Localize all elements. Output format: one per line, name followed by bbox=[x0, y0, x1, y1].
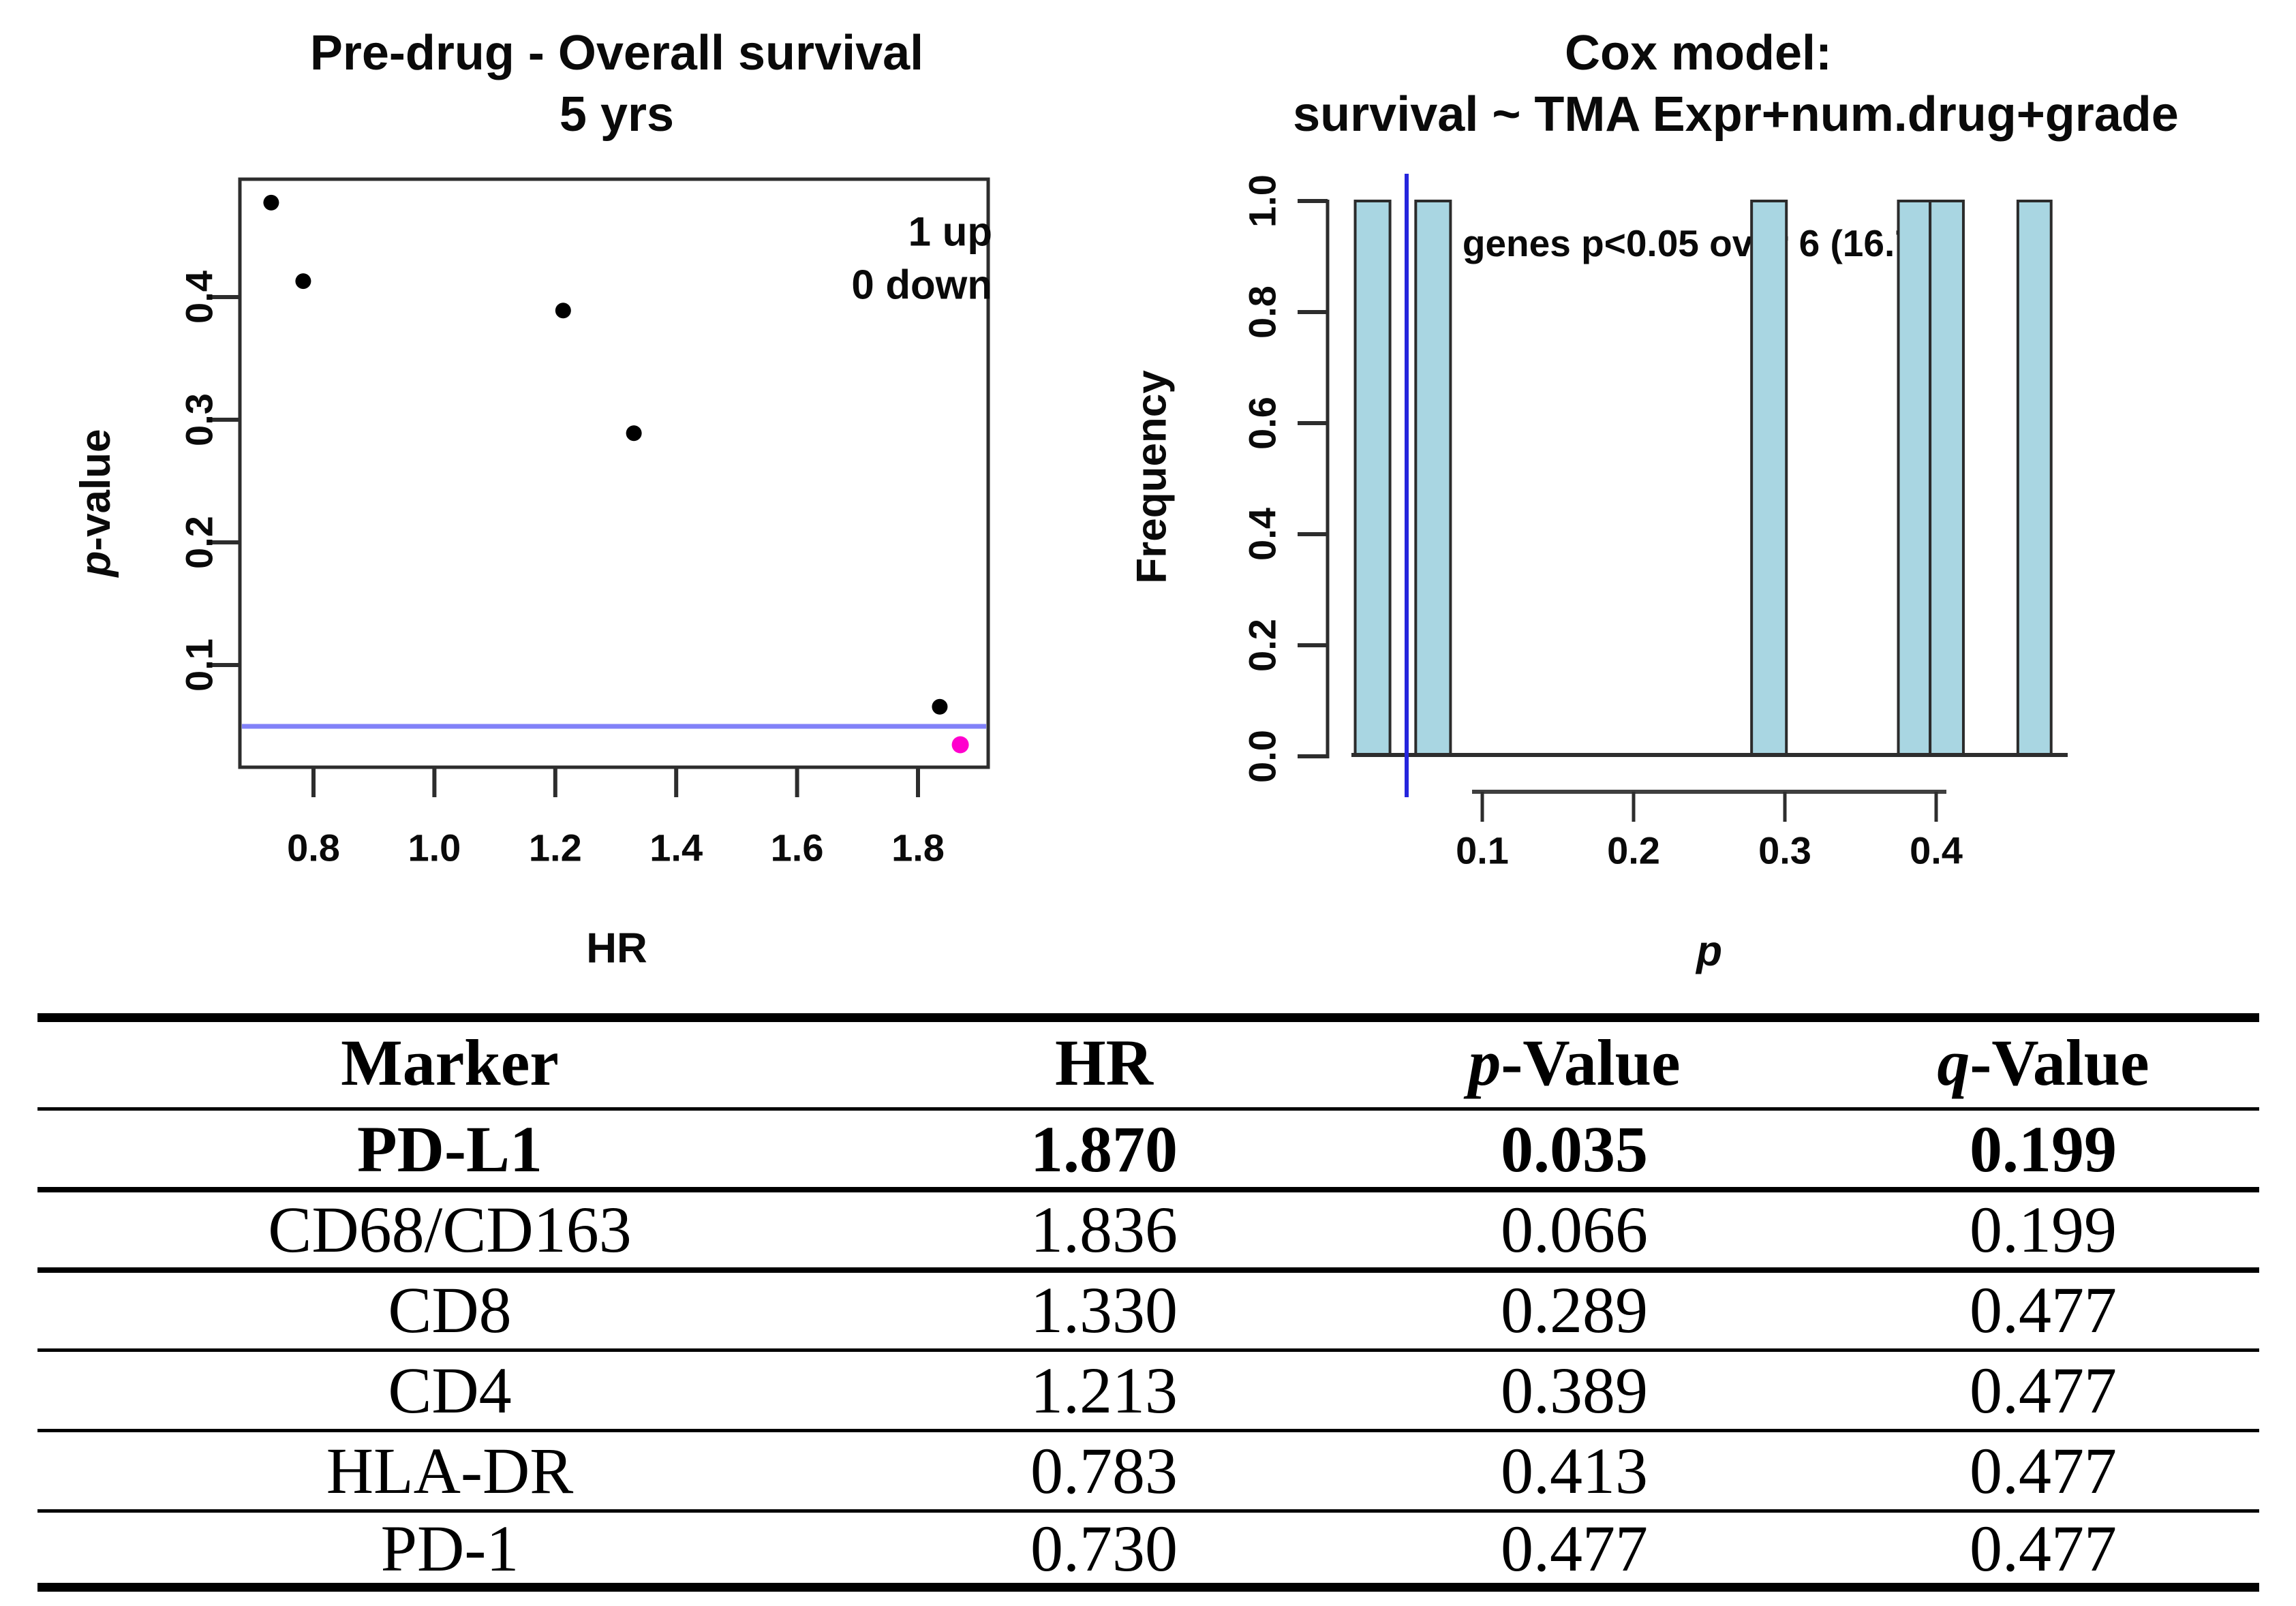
table-cell: 0.730 bbox=[1030, 1512, 1178, 1585]
scatter-ylabel-rest: -value bbox=[72, 429, 119, 551]
scatter-xtick-label: 0.8 bbox=[287, 827, 340, 869]
table-rule-1 bbox=[37, 1187, 2259, 1192]
table-rule-top bbox=[37, 1013, 2259, 1022]
scatter-ytick-label: 0.1 bbox=[178, 638, 221, 692]
table-header-hr: HR bbox=[852, 1025, 1356, 1100]
hist-ytick-label: 1.0 bbox=[1241, 174, 1284, 228]
scatter-annotation-down: 0 down bbox=[851, 262, 992, 308]
table-cell: 1.870 bbox=[1030, 1113, 1178, 1186]
hist-xtick-label: 0.3 bbox=[1758, 829, 1811, 872]
hist-ytick-label: 0.4 bbox=[1241, 508, 1284, 561]
scatter-ytick-label: 0.2 bbox=[178, 516, 221, 569]
histogram-bar bbox=[1897, 200, 1932, 756]
scatter-xtick-label: 1.8 bbox=[891, 827, 945, 869]
hist-ylabel: Frequency bbox=[1129, 370, 1176, 584]
hist-ytick-label: 0.6 bbox=[1241, 397, 1284, 450]
table-header-qvalue: q-Value bbox=[1791, 1025, 2295, 1100]
table-row: PD-L1 1.870 0.035 0.199 bbox=[0, 1112, 2296, 1187]
table-cell: PD-L1 bbox=[357, 1113, 542, 1186]
table-cell: CD4 bbox=[388, 1354, 512, 1427]
scatter-xtick-label: 1.0 bbox=[408, 827, 461, 869]
scatter-annotation-up: 1 up bbox=[908, 209, 992, 255]
histogram-bar bbox=[2016, 200, 2053, 756]
hist-xtick-label: 0.1 bbox=[1456, 829, 1509, 872]
table-rule-5 bbox=[37, 1509, 2259, 1513]
table-row: PD-1 0.730 0.477 0.477 bbox=[0, 1511, 2296, 1586]
plots-canvas: Pre-drug - Overall survival 5 yrs p-valu… bbox=[72, 26, 2179, 975]
table-row: CD8 1.330 0.289 0.477 bbox=[0, 1273, 2296, 1348]
table-cell: CD68/CD163 bbox=[268, 1193, 632, 1266]
table-cell: 0.477 bbox=[1970, 1273, 2117, 1346]
scatter-point bbox=[555, 303, 571, 319]
hist-xtick-label: 0.2 bbox=[1607, 829, 1660, 872]
scatter-point bbox=[626, 425, 642, 442]
scatter-point bbox=[295, 273, 311, 290]
table-cell: CD8 bbox=[388, 1273, 512, 1346]
scatter-point bbox=[932, 698, 948, 715]
scatter-ytick-label: 0.4 bbox=[178, 271, 221, 324]
table-header-marker: Marker bbox=[198, 1025, 702, 1100]
table-cell: 0.477 bbox=[1970, 1354, 2117, 1427]
table-cell: 0.477 bbox=[1970, 1434, 2117, 1507]
hist-dynamic-layer: 0.0 0.2 0.4 0.6 0.8 1.0 0.1 0.2 0.3 0.4 bbox=[1241, 174, 2068, 872]
table-cell: 0.199 bbox=[1970, 1193, 2117, 1266]
scatter-point bbox=[263, 194, 279, 211]
table-cell: 0.477 bbox=[1970, 1512, 2117, 1585]
scatter-subtitle: 5 yrs bbox=[560, 87, 674, 142]
table-cell: 1.836 bbox=[1030, 1193, 1178, 1266]
hist-title: Cox model: bbox=[1565, 26, 1832, 80]
table-cell: 0.035 bbox=[1501, 1113, 1648, 1186]
table-rule-under-header bbox=[37, 1107, 2259, 1111]
scatter-ytick-label: 0.3 bbox=[178, 393, 221, 446]
table-cell: 0.477 bbox=[1501, 1512, 1648, 1585]
scatter-point-significant bbox=[951, 736, 969, 754]
header-text-0: Marker bbox=[341, 1026, 559, 1099]
hist-ytick-label: 0.2 bbox=[1241, 619, 1284, 672]
scatter-xtick-label: 1.2 bbox=[529, 827, 582, 869]
scatter-xlabel: HR bbox=[586, 925, 647, 972]
hist-xtick-label: 0.4 bbox=[1910, 829, 1963, 872]
table-cell: 0.199 bbox=[1970, 1113, 2117, 1186]
header-text-1: HR bbox=[1055, 1026, 1153, 1099]
table-row: CD68/CD163 1.836 0.066 0.199 bbox=[0, 1192, 2296, 1267]
histogram-bar bbox=[1929, 200, 1965, 756]
table-header-row: Marker HR p-Value q-Value bbox=[0, 1025, 2296, 1100]
table-rule-3 bbox=[37, 1348, 2259, 1352]
table-cell: 1.330 bbox=[1030, 1273, 1178, 1346]
hist-ytick-label: 0.8 bbox=[1241, 285, 1284, 339]
hist-annotation: 1 genes p<0.05 over 6 (16.7%) bbox=[1431, 222, 1961, 264]
scatter-plot-box bbox=[238, 177, 990, 769]
table-cell: HLA-DR bbox=[326, 1434, 574, 1507]
histogram-bar bbox=[1414, 200, 1452, 756]
table-rule-bottom bbox=[37, 1583, 2259, 1592]
table-row: CD4 1.213 0.389 0.477 bbox=[0, 1353, 2296, 1428]
table-cell: 0.389 bbox=[1501, 1354, 1648, 1427]
table-row: HLA-DR 0.783 0.413 0.477 bbox=[0, 1434, 2296, 1509]
histogram-bar bbox=[1750, 200, 1788, 756]
table-cell: 0.066 bbox=[1501, 1193, 1648, 1266]
table-header-pvalue: p-Value bbox=[1322, 1025, 1826, 1100]
scatter-ylabel-italic: p bbox=[72, 551, 119, 578]
table-cell: 0.289 bbox=[1501, 1273, 1648, 1346]
scatter-ylabel: p-value bbox=[72, 429, 119, 578]
hist-xlabel: p bbox=[1695, 928, 1722, 975]
histogram-bar bbox=[1353, 200, 1392, 756]
scatter-xtick-label: 1.6 bbox=[771, 827, 824, 869]
header-text-2: -Value bbox=[1501, 1026, 1681, 1099]
scatter-title: Pre-drug - Overall survival bbox=[310, 26, 923, 80]
table-cell: PD-1 bbox=[380, 1512, 519, 1585]
table-rule-4 bbox=[37, 1429, 2259, 1432]
table-cell: 0.413 bbox=[1501, 1434, 1648, 1507]
table-rule-2 bbox=[37, 1267, 2259, 1273]
hist-formula: survival ~ TMA Expr+num.drug+grade bbox=[1293, 87, 2179, 142]
header-italic-3: q bbox=[1937, 1026, 1970, 1099]
table-cell: 1.213 bbox=[1030, 1354, 1178, 1427]
table-cell: 0.783 bbox=[1030, 1434, 1178, 1507]
scatter-xtick-label: 1.4 bbox=[649, 827, 703, 869]
header-text-3: -Value bbox=[1970, 1026, 2149, 1099]
scatter-dynamic-layer: 0.8 1.0 1.2 1.4 1.6 1.8 0.1 0.2 0.3 0.4 bbox=[178, 194, 986, 869]
hist-ytick-label: 0.0 bbox=[1241, 730, 1284, 783]
header-italic-2: p bbox=[1468, 1026, 1501, 1099]
